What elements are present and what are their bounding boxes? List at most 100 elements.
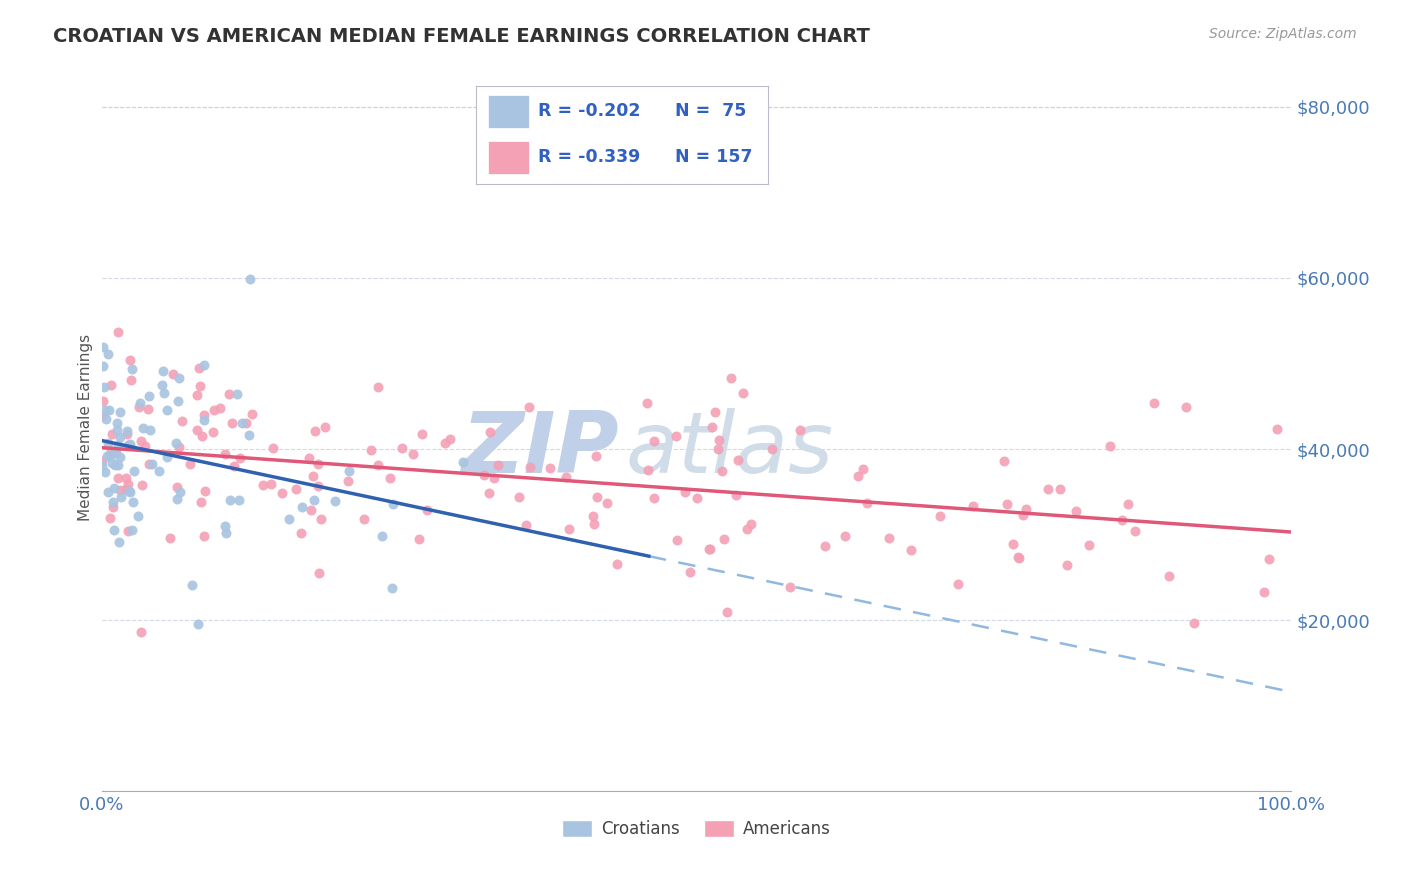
Point — [100, 443, 122, 458]
Point — [98, 511, 121, 525]
Point — [727, 453, 749, 467]
Point — [94, 465, 117, 479]
Point — [309, 512, 332, 526]
Point — [129, 434, 152, 448]
Point — [159, 532, 181, 546]
Point — [96, 450, 118, 464]
Point — [107, 438, 129, 452]
Point — [193, 408, 215, 422]
Point — [229, 451, 252, 466]
Point — [101, 494, 124, 508]
Point — [124, 464, 146, 478]
Point — [1049, 483, 1071, 497]
Point — [538, 460, 561, 475]
Point — [1143, 396, 1166, 410]
Point — [381, 582, 404, 596]
Point — [486, 458, 509, 472]
Point — [262, 441, 284, 455]
Point — [411, 426, 433, 441]
Point — [105, 424, 128, 438]
Point — [91, 359, 114, 373]
Point — [367, 380, 389, 394]
Point — [134, 439, 156, 453]
Point — [946, 577, 969, 591]
Point — [115, 471, 138, 485]
Point — [519, 460, 541, 475]
Point — [231, 417, 253, 431]
Point — [814, 539, 837, 553]
Point — [1258, 552, 1281, 566]
Point — [91, 453, 114, 467]
Point — [190, 495, 212, 509]
Point — [166, 480, 188, 494]
Point — [686, 491, 709, 505]
Point — [240, 407, 263, 421]
Point — [643, 491, 665, 505]
Point — [852, 462, 875, 476]
Point — [307, 457, 329, 471]
Point — [104, 443, 127, 458]
Point — [138, 457, 160, 471]
Point — [1001, 537, 1024, 551]
Point — [188, 360, 211, 375]
Point — [110, 491, 132, 505]
Point — [735, 522, 758, 536]
Point — [162, 367, 184, 381]
Point — [302, 469, 325, 483]
Point — [121, 362, 143, 376]
Point — [706, 442, 728, 457]
Point — [100, 378, 122, 392]
Point — [238, 427, 260, 442]
Point — [120, 436, 142, 450]
Point — [120, 373, 142, 387]
Point — [152, 363, 174, 377]
Point — [127, 509, 149, 524]
Point — [725, 488, 748, 502]
Point — [299, 503, 322, 517]
Point — [101, 500, 124, 514]
Point — [107, 471, 129, 485]
Point — [1125, 524, 1147, 539]
Point — [1078, 538, 1101, 552]
Point — [1008, 551, 1031, 566]
Point — [252, 478, 274, 492]
Point — [478, 425, 501, 439]
Point — [105, 416, 128, 430]
Point — [1099, 439, 1122, 453]
Point — [98, 450, 121, 464]
Point — [1111, 513, 1133, 527]
Point — [582, 517, 605, 532]
Point — [188, 378, 211, 392]
Point — [995, 497, 1018, 511]
Point — [1174, 401, 1197, 415]
Point — [740, 516, 762, 531]
Point — [118, 353, 141, 368]
Point — [733, 386, 755, 401]
Point — [209, 401, 232, 415]
Point — [515, 518, 537, 533]
Point — [439, 433, 461, 447]
Point — [239, 272, 262, 286]
Point — [336, 474, 359, 488]
Point — [260, 476, 283, 491]
Point — [713, 533, 735, 547]
Point — [194, 484, 217, 499]
Point — [104, 458, 127, 472]
Point — [314, 420, 336, 434]
Point — [148, 464, 170, 478]
Point — [103, 523, 125, 537]
Point — [596, 496, 619, 510]
Point — [156, 402, 179, 417]
Point — [1064, 504, 1087, 518]
Point — [166, 491, 188, 506]
Point — [643, 434, 665, 448]
Point — [169, 485, 191, 500]
Point — [834, 529, 856, 543]
Point — [323, 493, 346, 508]
Text: Source: ZipAtlas.com: Source: ZipAtlas.com — [1209, 27, 1357, 41]
Point — [108, 483, 131, 497]
Point — [107, 325, 129, 339]
Point — [703, 405, 725, 419]
Point — [131, 625, 153, 640]
Point — [278, 512, 301, 526]
